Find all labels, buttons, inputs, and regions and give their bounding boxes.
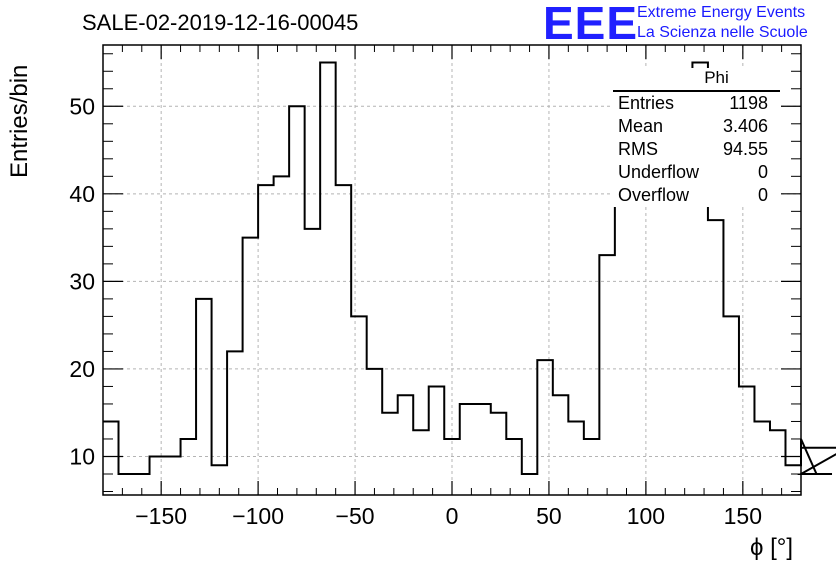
histogram-bin bbox=[739, 386, 755, 495]
histogram-bin bbox=[770, 430, 786, 495]
x-tick-label: 0 bbox=[446, 503, 459, 529]
histogram-bin bbox=[382, 413, 398, 495]
histogram-bin bbox=[475, 404, 491, 495]
eee-logo-mark: EEE bbox=[543, 0, 639, 49]
histogram-bin bbox=[584, 439, 600, 495]
stats-label: RMS bbox=[618, 139, 658, 159]
x-tick-label: 150 bbox=[724, 503, 762, 529]
y-axis-label-wrap: Entries/bin bbox=[6, 65, 36, 208]
stats-row-mean: Mean 3.406 bbox=[613, 115, 780, 138]
histogram-bin bbox=[150, 456, 166, 495]
histogram-bin bbox=[258, 185, 274, 495]
stats-label: Underflow bbox=[618, 162, 700, 182]
stats-value: 94.55 bbox=[722, 139, 768, 159]
x-tick-label: 50 bbox=[536, 503, 562, 529]
histogram-bin bbox=[274, 176, 290, 495]
histogram-bin bbox=[723, 316, 739, 495]
x-tick-label: −150 bbox=[135, 503, 187, 529]
y-tick-label: 30 bbox=[69, 268, 95, 294]
histogram-bin bbox=[413, 430, 429, 495]
histogram-bin bbox=[289, 106, 305, 495]
histogram-bin bbox=[398, 395, 414, 495]
histogram-bin bbox=[460, 404, 476, 495]
stats-row-underflow: Underflow 0 bbox=[613, 161, 780, 184]
histogram-bin bbox=[568, 421, 584, 495]
y-tick-label: 40 bbox=[69, 181, 95, 207]
x-tick-label: −50 bbox=[336, 503, 375, 529]
stats-box-title: Phi bbox=[613, 68, 780, 92]
histogram-bin bbox=[491, 413, 507, 495]
stats-label: Entries bbox=[618, 93, 675, 113]
y-axis-label: Entries/bin bbox=[6, 64, 33, 178]
histogram-bin bbox=[243, 238, 259, 495]
y-tick-label: 20 bbox=[69, 356, 95, 382]
histogram-bin bbox=[119, 474, 135, 495]
stats-label: Overflow bbox=[618, 185, 690, 205]
histogram-bin bbox=[165, 456, 181, 495]
stats-value: 0 bbox=[757, 162, 768, 182]
stats-value: 0 bbox=[757, 185, 768, 205]
stats-label: Mean bbox=[618, 116, 664, 136]
histogram-bin bbox=[754, 421, 770, 495]
y-tick-label: 10 bbox=[69, 443, 95, 469]
histogram-bin bbox=[227, 351, 243, 495]
stats-row-entries: Entries 1198 bbox=[613, 92, 780, 115]
histogram-bin bbox=[320, 63, 336, 495]
histogram-bin bbox=[708, 220, 724, 495]
histogram-bin bbox=[367, 369, 383, 495]
histogram-bin bbox=[336, 185, 352, 495]
histogram-bin bbox=[351, 316, 367, 495]
histogram-bin bbox=[615, 168, 631, 495]
histogram-bin bbox=[537, 360, 553, 495]
histogram-bin bbox=[599, 255, 615, 495]
histogram-bin bbox=[785, 465, 801, 495]
histogram-bin bbox=[429, 386, 445, 495]
histogram-bin bbox=[103, 421, 119, 495]
stats-row-overflow: Overflow 0 bbox=[613, 184, 780, 207]
y-tick-label: 50 bbox=[69, 93, 95, 119]
eee-logo-line2: La Scienza nelle Scuole bbox=[637, 24, 808, 41]
stats-value: 3.406 bbox=[722, 116, 768, 136]
stats-row-rms: RMS 94.55 bbox=[613, 138, 780, 161]
stats-box: Phi Entries 1198 Mean 3.406 RMS 94.55 Un… bbox=[613, 68, 780, 207]
eee-logo-line1: Extreme Energy Events bbox=[637, 4, 806, 21]
x-axis-label: ϕ [°] bbox=[750, 534, 794, 561]
histogram-series-line bbox=[103, 61, 836, 475]
stats-value: 1198 bbox=[729, 93, 768, 113]
histogram-bin bbox=[196, 299, 212, 495]
x-tick-label: 100 bbox=[627, 503, 665, 529]
histogram-bin bbox=[305, 229, 321, 495]
histogram-bin bbox=[181, 439, 197, 495]
histogram-bin bbox=[553, 395, 569, 495]
x-tick-label: −100 bbox=[232, 503, 284, 529]
chart-title: SALE-02-2019-12-16-00045 bbox=[82, 10, 359, 35]
histogram-bin bbox=[506, 439, 522, 495]
